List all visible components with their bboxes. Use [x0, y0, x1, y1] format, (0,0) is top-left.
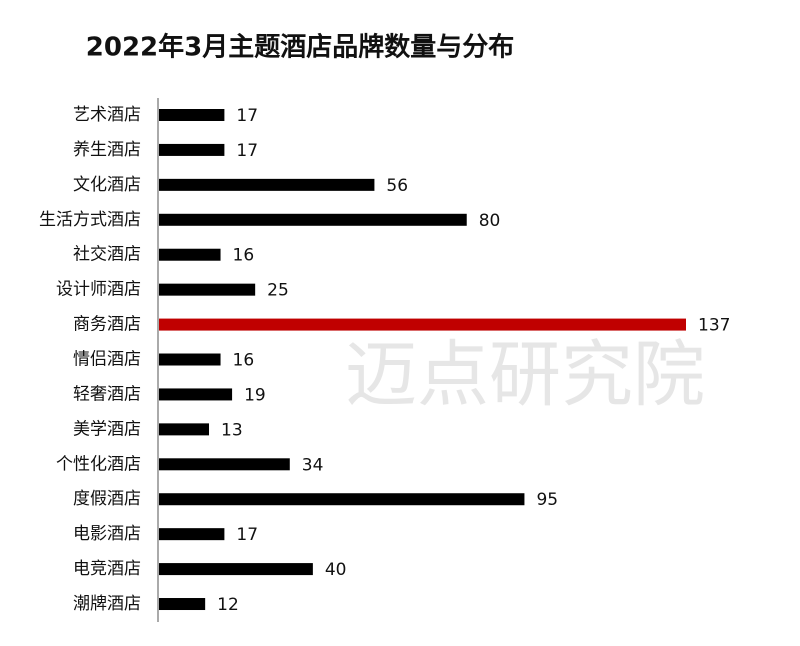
y-tick-label: 情侣酒店: [73, 350, 141, 370]
y-tick-label: 商务酒店: [73, 315, 141, 335]
bar: [159, 563, 313, 576]
value-label: 25: [267, 281, 289, 301]
bar: [159, 423, 210, 436]
bar: [159, 458, 290, 471]
value-label: 17: [236, 525, 258, 545]
bar: [159, 143, 225, 156]
value-label: 80: [479, 211, 501, 231]
value-label: 56: [386, 176, 408, 196]
y-tick-label: 轻奢酒店: [73, 384, 141, 404]
value-label: 13: [221, 420, 243, 440]
y-tick-label: 艺术酒店: [73, 105, 141, 125]
value-label: 19: [244, 385, 266, 405]
bar: [159, 213, 467, 226]
value-label: 16: [233, 246, 255, 266]
bar: [159, 493, 525, 506]
y-tick-label: 养生酒店: [73, 140, 141, 160]
bar: [159, 109, 225, 121]
bar: [159, 178, 375, 191]
y-tick-label: 社交酒店: [73, 245, 141, 265]
y-tick-label: 美学酒店: [73, 419, 141, 439]
value-label: 16: [233, 351, 255, 371]
value-label: 40: [325, 560, 347, 580]
watermark: 迈点研究院: [345, 333, 705, 417]
y-tick-label: 生活方式酒店: [39, 210, 141, 230]
value-label: 17: [236, 106, 258, 126]
bar: [159, 388, 233, 401]
chart-title: 2022年3月主题酒店品牌数量与分布: [86, 32, 514, 63]
y-tick-label: 电竞酒店: [73, 559, 141, 579]
y-tick-label: 个性化酒店: [56, 454, 141, 474]
value-label: 34: [302, 455, 324, 475]
bar: [159, 598, 206, 611]
bar: [159, 283, 256, 296]
value-label: 95: [536, 490, 558, 510]
y-tick-label: 潮牌酒店: [73, 594, 141, 614]
bar: [159, 353, 221, 366]
y-tick-label: 度假酒店: [73, 489, 141, 509]
bar: [159, 528, 225, 541]
value-label: 17: [236, 141, 258, 161]
bar: [159, 318, 686, 331]
y-tick-label: 电影酒店: [73, 524, 141, 544]
value-label: 12: [217, 595, 239, 615]
y-tick-label: 文化酒店: [73, 175, 141, 195]
value-label: 137: [698, 316, 730, 336]
bar: [159, 248, 221, 261]
y-tick-label: 设计师酒店: [56, 280, 141, 300]
